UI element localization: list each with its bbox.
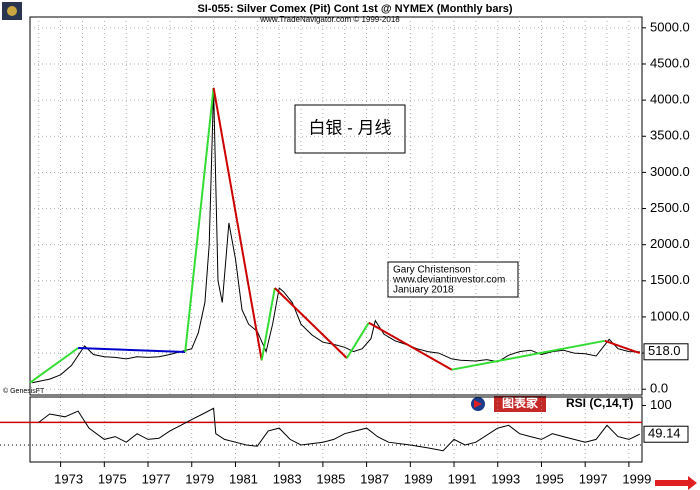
trendline bbox=[451, 339, 605, 371]
x-tick-label: 1973 bbox=[54, 471, 83, 486]
annotation: January 2018 bbox=[393, 285, 454, 296]
last-value-box bbox=[643, 343, 689, 361]
annotation-box bbox=[294, 104, 406, 154]
x-tick-label: 1979 bbox=[185, 471, 214, 486]
arrow bbox=[655, 476, 697, 490]
y-tick-label: 4500.0 bbox=[650, 55, 690, 70]
chart-subtitle: www.TradeNavigator.com © 1999-2018 bbox=[259, 15, 400, 24]
x-tick-label: 1975 bbox=[98, 471, 127, 486]
x-tick-label: 1983 bbox=[273, 471, 302, 486]
y-tick-label: 4000.0 bbox=[650, 92, 690, 107]
trendline bbox=[346, 322, 370, 359]
y-tick-label: 1000.0 bbox=[650, 308, 690, 323]
last-value-box bbox=[643, 425, 689, 443]
last-value-label: 49.14 bbox=[648, 426, 681, 441]
x-tick-label: 1989 bbox=[404, 471, 433, 486]
plot-frame bbox=[29, 396, 643, 463]
y-tick-label: 3000.0 bbox=[650, 164, 690, 179]
last-value-label: 518.0 bbox=[648, 343, 681, 358]
logo: 图表家 bbox=[471, 395, 546, 412]
trendline bbox=[604, 339, 641, 355]
annotation: www.deviantinvestor.com bbox=[392, 275, 505, 286]
x-tick-label: 1993 bbox=[491, 471, 520, 486]
trendline bbox=[212, 87, 263, 361]
y-tick-label: 0.0 bbox=[650, 381, 668, 396]
y-tick-label: 2000.0 bbox=[650, 236, 690, 251]
x-tick-label: 1987 bbox=[360, 471, 389, 486]
x-tick-label: 1995 bbox=[535, 471, 564, 486]
x-tick-label: 1985 bbox=[316, 471, 345, 486]
y-tick-label: 1500.0 bbox=[650, 272, 690, 287]
y-tick-label: 100 bbox=[650, 397, 672, 412]
logo-text: 图表家 bbox=[502, 395, 539, 410]
x-tick-label: 1977 bbox=[142, 471, 171, 486]
trendline bbox=[184, 87, 215, 353]
annotation: Gary Christenson bbox=[393, 265, 471, 276]
copyright: © GenesisFT bbox=[3, 387, 45, 395]
trendline bbox=[78, 347, 186, 353]
x-tick-label: 1991 bbox=[448, 471, 477, 486]
price-line bbox=[38, 407, 641, 452]
brand-icon bbox=[2, 2, 22, 20]
annotation: 白银 - 月线 bbox=[308, 118, 391, 137]
panel-title: RSI (C,14,T) bbox=[566, 396, 633, 410]
trendline bbox=[274, 287, 348, 359]
author-box bbox=[387, 261, 519, 298]
y-tick-label: 3500.0 bbox=[650, 128, 690, 143]
trendline bbox=[29, 347, 79, 384]
y-tick-label: 2500.0 bbox=[650, 200, 690, 215]
x-tick-label: 1981 bbox=[229, 471, 258, 486]
price-line bbox=[32, 88, 640, 384]
x-tick-label: 1999 bbox=[622, 471, 651, 486]
y-tick-label: 5000.0 bbox=[650, 19, 690, 34]
chart-title: SI-055: Silver Comex (Pit) Cont 1st @ NY… bbox=[197, 3, 512, 15]
x-tick-label: 1997 bbox=[579, 471, 608, 486]
trendline bbox=[260, 287, 276, 361]
plot-frame bbox=[29, 16, 643, 396]
trendline bbox=[368, 321, 453, 371]
